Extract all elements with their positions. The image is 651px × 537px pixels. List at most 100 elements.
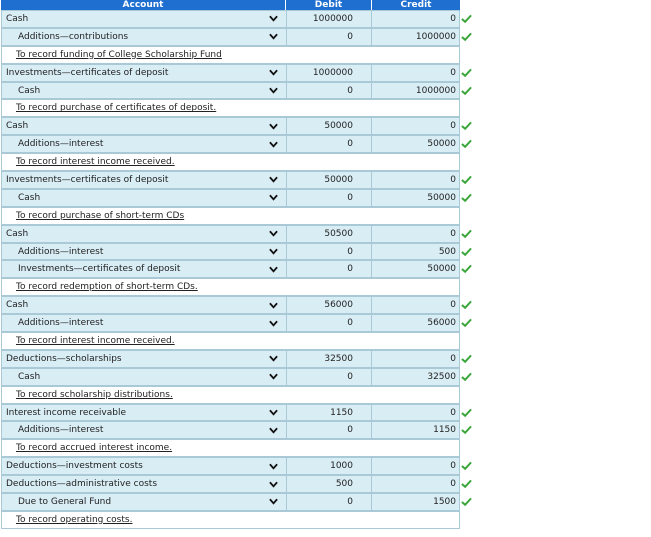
check-icon <box>461 14 472 24</box>
account-select[interactable]: Additions—interest <box>1 421 286 440</box>
debit-input[interactable]: 32500 <box>286 349 372 368</box>
account-name: Cash <box>18 192 41 203</box>
account-name: Cash <box>18 371 41 382</box>
account-select[interactable]: Additions—interest <box>1 135 286 154</box>
debit-value: 0 <box>347 139 353 150</box>
debit-input[interactable]: 0 <box>286 421 372 440</box>
debit-input[interactable]: 1000000 <box>286 63 372 82</box>
account-select[interactable]: Additions—interest <box>1 242 286 261</box>
credit-input[interactable]: 0 <box>372 117 472 136</box>
account-select[interactable]: Cash <box>1 10 286 28</box>
credit-input[interactable]: 32500 <box>372 367 472 386</box>
account-select[interactable]: Interest income receivable <box>1 403 286 422</box>
debit-input[interactable]: 0 <box>286 81 372 100</box>
credit-input[interactable]: 50000 <box>372 260 472 279</box>
account-name: Additions—interest <box>18 139 104 150</box>
debit-input[interactable]: 0 <box>286 135 372 154</box>
chevron-down-icon[interactable] <box>267 31 279 43</box>
memo-cell: To record funding of College Scholarship… <box>1 45 286 64</box>
account-select[interactable]: Deductions—administrative costs <box>1 475 286 494</box>
account-select[interactable]: Cash <box>1 224 286 243</box>
credit-input[interactable]: 0 <box>372 403 472 422</box>
chevron-down-icon[interactable] <box>267 299 279 311</box>
debit-input[interactable]: 0 <box>286 242 372 261</box>
account-select[interactable]: Cash <box>1 296 286 315</box>
debit-input[interactable]: 50500 <box>286 224 372 243</box>
credit-input[interactable]: 1000000 <box>372 81 472 100</box>
credit-value: 50000 <box>427 192 456 203</box>
account-select[interactable]: Additions—interest <box>1 314 286 333</box>
chevron-down-icon[interactable] <box>267 174 279 186</box>
account-select[interactable]: Due to General Fund <box>1 493 286 511</box>
chevron-down-icon[interactable] <box>267 371 279 383</box>
credit-input[interactable]: 56000 <box>372 314 472 333</box>
credit-input[interactable]: 1000000 <box>372 27 472 46</box>
account-select[interactable]: Additions—contributions <box>1 27 286 46</box>
chevron-down-icon[interactable] <box>267 407 279 419</box>
account-select[interactable]: Cash <box>1 81 286 100</box>
account-name: Cash <box>18 85 41 96</box>
credit-input[interactable]: 0 <box>372 349 472 368</box>
chevron-down-icon[interactable] <box>267 13 279 25</box>
credit-input[interactable]: 0 <box>372 296 472 315</box>
journal-row: Cash 50500 0 <box>1 224 472 243</box>
credit-input[interactable]: 1150 <box>372 421 472 440</box>
credit-input[interactable]: 0 <box>372 224 472 243</box>
header-debit: Debit <box>286 0 372 10</box>
chevron-down-icon[interactable] <box>267 67 279 79</box>
journal-row: Deductions—investment costs 1000 0 <box>1 457 472 476</box>
credit-value: 1000000 <box>415 85 456 96</box>
credit-input[interactable]: 0 <box>372 63 472 82</box>
account-select[interactable]: Deductions—investment costs <box>1 457 286 476</box>
account-select[interactable]: Cash <box>1 188 286 207</box>
debit-input[interactable]: 50000 <box>286 171 372 189</box>
chevron-down-icon[interactable] <box>267 263 279 275</box>
debit-input[interactable]: 1000 <box>286 457 372 476</box>
credit-input[interactable]: 50000 <box>372 135 472 154</box>
chevron-down-icon[interactable] <box>267 228 279 240</box>
debit-input[interactable]: 56000 <box>286 296 372 315</box>
debit-input[interactable]: 0 <box>286 27 372 46</box>
memo-text: To record purchase of certificates of de… <box>16 103 217 114</box>
chevron-down-icon[interactable] <box>267 246 279 258</box>
debit-input[interactable]: 0 <box>286 314 372 333</box>
account-select[interactable]: Investments—certificates of deposit <box>1 171 286 189</box>
credit-input[interactable]: 0 <box>372 171 472 189</box>
chevron-down-icon[interactable] <box>267 496 279 508</box>
chevron-down-icon[interactable] <box>267 317 279 329</box>
account-select[interactable]: Cash <box>1 367 286 386</box>
chevron-down-icon[interactable] <box>267 120 279 132</box>
debit-input[interactable]: 0 <box>286 260 372 279</box>
credit-value: 56000 <box>427 318 456 329</box>
debit-input[interactable]: 50000 <box>286 117 372 136</box>
credit-input[interactable]: 50000 <box>372 188 472 207</box>
debit-input[interactable]: 0 <box>286 188 372 207</box>
debit-input[interactable]: 1150 <box>286 403 372 422</box>
chevron-down-icon[interactable] <box>267 353 279 365</box>
memo-debit-blank <box>285 439 372 458</box>
header-account: Account <box>1 0 286 10</box>
credit-input[interactable]: 1500 <box>372 493 472 511</box>
credit-input[interactable]: 500 <box>372 242 472 261</box>
debit-input[interactable]: 500 <box>286 475 372 494</box>
account-select[interactable]: Investments—certificates of deposit <box>1 63 286 82</box>
journal-row: Cash 0 32500 <box>1 367 472 386</box>
credit-input[interactable]: 0 <box>372 475 472 494</box>
table-body: Cash 1000000 0 Additions—contributions 0 1000… <box>1 10 472 529</box>
chevron-down-icon[interactable] <box>267 460 279 472</box>
chevron-down-icon[interactable] <box>267 192 279 204</box>
chevron-down-icon[interactable] <box>267 424 279 436</box>
credit-input[interactable]: 0 <box>372 457 472 476</box>
memo-credit-blank <box>371 439 460 458</box>
chevron-down-icon[interactable] <box>267 85 279 97</box>
credit-input[interactable]: 0 <box>372 10 472 28</box>
chevron-down-icon[interactable] <box>267 478 279 490</box>
account-select[interactable]: Deductions—scholarships <box>1 349 286 368</box>
chevron-down-icon[interactable] <box>267 138 279 150</box>
account-select[interactable]: Investments—certificates of deposit <box>1 260 286 279</box>
account-select[interactable]: Cash <box>1 117 286 136</box>
debit-input[interactable]: 0 <box>286 493 372 511</box>
debit-input[interactable]: 0 <box>286 367 372 386</box>
debit-input[interactable]: 1000000 <box>286 10 372 28</box>
memo-credit-blank <box>371 332 460 350</box>
